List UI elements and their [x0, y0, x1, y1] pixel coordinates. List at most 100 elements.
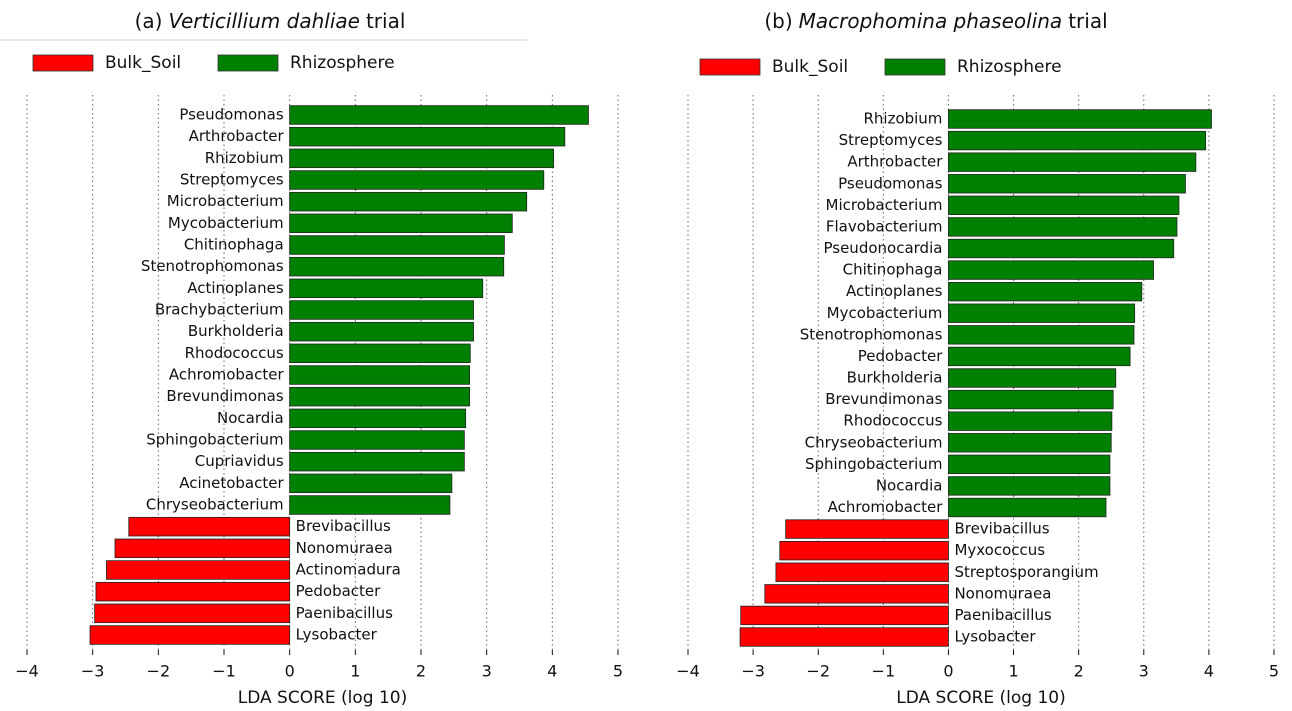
bar — [948, 238, 1175, 259]
bar — [289, 430, 465, 450]
bar — [289, 170, 545, 190]
category-label: Stenotrophomonas — [141, 257, 284, 275]
category-label: Streptomyces — [839, 131, 943, 149]
category-label: Myxococcus — [954, 541, 1045, 559]
bar — [948, 152, 1197, 172]
bar — [948, 325, 1135, 345]
bar — [289, 213, 513, 234]
category-label: Rhodococcus — [843, 412, 942, 430]
title-part: (b) — [764, 9, 792, 33]
bar — [289, 148, 555, 169]
category-label: Chitinophaga — [843, 261, 943, 279]
category-label: Mycobacterium — [168, 214, 284, 232]
category-label: Rhizobium — [205, 149, 284, 167]
category-label: Pedobacter — [858, 347, 944, 365]
category-label: Brachybacterium — [155, 301, 284, 319]
category-label: Microbacterium — [167, 192, 284, 210]
category-label: Nonomuraea — [954, 584, 1051, 602]
bar — [775, 562, 949, 582]
legend-label: Bulk_Soil — [105, 53, 181, 73]
x-tick-label: 3 — [1139, 662, 1149, 681]
x-tick-label: −4 — [15, 662, 39, 681]
x-tick-label: −1 — [872, 662, 896, 681]
chart-title: (b) Macrophomina phaseolina trial — [764, 9, 1107, 33]
x-tick-label: −4 — [676, 662, 700, 681]
bar — [289, 278, 484, 299]
bar — [739, 627, 949, 647]
x-tick-label: −2 — [147, 662, 171, 681]
legend-swatch — [884, 58, 946, 76]
category-label: Rhodococcus — [185, 344, 284, 362]
bar — [289, 235, 505, 255]
bar — [289, 495, 451, 515]
category-label: Arthrobacter — [189, 127, 285, 145]
x-tick-label: 0 — [943, 662, 953, 681]
bar — [289, 408, 467, 429]
category-label: Flavobacterium — [826, 217, 943, 235]
x-tick-label: 5 — [1269, 662, 1279, 681]
category-label: Pseudomonas — [838, 174, 943, 192]
bar — [948, 130, 1207, 151]
category-label: Streptosporangium — [954, 563, 1098, 581]
legend-label: Rhizosphere — [957, 57, 1062, 77]
category-label: Pseudonocardia — [823, 239, 942, 257]
bar — [289, 473, 453, 494]
x-tick-label: −3 — [81, 662, 105, 681]
category-label: Nocardia — [217, 409, 284, 427]
x-tick-label: 3 — [482, 662, 492, 681]
bar — [94, 603, 291, 624]
category-label: Actinoplanes — [846, 282, 943, 300]
category-label: Nocardia — [876, 476, 943, 494]
x-tick-label: 2 — [1074, 662, 1084, 681]
category-label: Achromobacter — [169, 366, 285, 384]
title-part: (a) — [135, 9, 163, 33]
category-label: Cupriavidus — [195, 452, 284, 470]
category-label: Stenotrophomonas — [800, 325, 943, 343]
category-label: Paenibacillus — [296, 604, 393, 622]
category-label: Brevibacillus — [296, 517, 391, 535]
x-tick-label: 2 — [416, 662, 426, 681]
bar — [948, 454, 1111, 475]
bar — [948, 497, 1107, 518]
legend-swatch — [217, 54, 279, 72]
legend-label: Rhizosphere — [290, 53, 395, 73]
category-label: Rhizobium — [863, 110, 942, 128]
bar — [114, 538, 291, 559]
bar — [779, 540, 949, 561]
category-label: Achromobacter — [828, 498, 944, 516]
x-tick-label: 1 — [350, 662, 360, 681]
category-label: Sphingobacterium — [805, 455, 942, 473]
x-axis-label: LDA SCORE (log 10) — [896, 688, 1066, 708]
category-label: Actinomadura — [296, 561, 401, 579]
category-label: Chitinophaga — [184, 236, 284, 254]
category-label: Brevundimonas — [825, 390, 942, 408]
bar — [289, 365, 470, 385]
bar — [289, 343, 471, 364]
x-tick-label: 4 — [1204, 662, 1214, 681]
bar — [289, 191, 528, 212]
bar — [948, 346, 1131, 367]
x-tick-label: −3 — [741, 662, 765, 681]
x-tick-label: 1 — [1008, 662, 1018, 681]
bar — [106, 560, 291, 580]
bar — [948, 217, 1178, 237]
category-label: Burkholderia — [188, 322, 284, 340]
bar — [948, 195, 1180, 216]
category-label: Actinoplanes — [187, 279, 284, 297]
category-label: Brevundimonas — [166, 387, 283, 405]
title-part: trial — [1068, 9, 1107, 33]
category-label: Pedobacter — [296, 582, 382, 600]
category-label: Streptomyces — [180, 171, 284, 189]
bar — [740, 605, 949, 626]
category-label: Lysobacter — [296, 626, 378, 644]
bar — [948, 303, 1136, 323]
category-label: Nonomuraea — [296, 539, 393, 557]
title-part: trial — [366, 9, 405, 33]
category-label: Burkholderia — [847, 369, 943, 387]
bar — [948, 411, 1113, 431]
category-label: Pseudomonas — [179, 106, 284, 124]
bar — [95, 581, 291, 602]
x-tick-label: −2 — [806, 662, 830, 681]
category-label: Acinetobacter — [179, 474, 284, 492]
